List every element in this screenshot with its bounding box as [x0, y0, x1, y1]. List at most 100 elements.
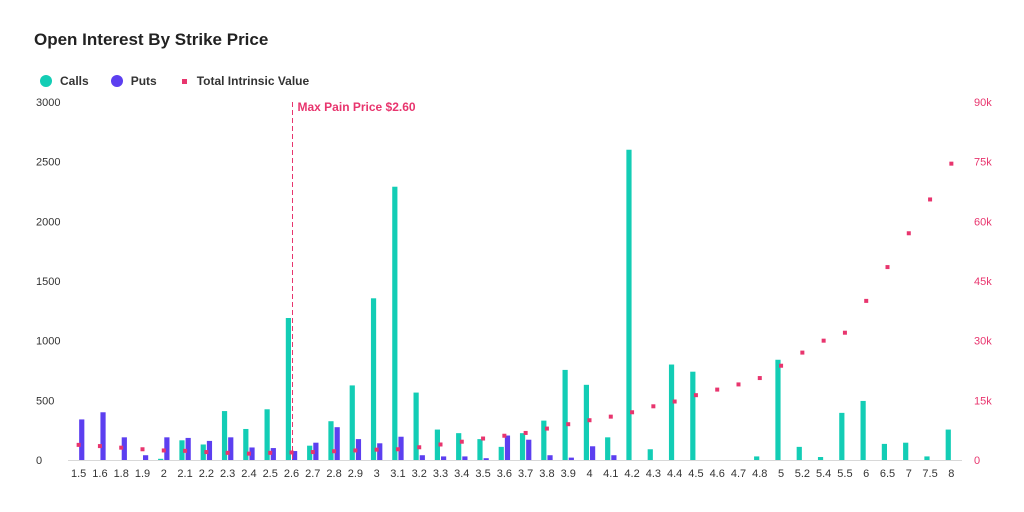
calls-bar — [881, 443, 887, 460]
intrinsic-value-point — [502, 433, 507, 438]
x-axis-tick-label: 2.5 — [263, 468, 278, 480]
calls-bar — [562, 369, 568, 460]
x-axis-tick-label: 1.5 — [71, 468, 86, 480]
legend-item-puts[interactable]: Puts — [110, 74, 157, 88]
calls-bar — [647, 449, 653, 460]
x-axis-tick-label: 6 — [863, 468, 869, 480]
x-axis-tick-label: 2.9 — [348, 468, 363, 480]
calls-bar — [860, 400, 866, 460]
chart-title: Open Interest By Strike Price — [34, 30, 269, 49]
calls-bar — [583, 384, 589, 460]
puts-bar — [398, 436, 404, 460]
intrinsic-value-point — [779, 363, 784, 368]
puts-bar — [228, 437, 234, 460]
intrinsic-value-point — [864, 298, 869, 303]
puts-bar — [292, 451, 298, 460]
intrinsic-value-point — [672, 399, 677, 404]
calls-bar — [370, 298, 377, 460]
x-axis-tick-label: 2 — [161, 468, 167, 480]
puts-bar — [419, 455, 425, 460]
x-axis-tick-label: 2.7 — [305, 468, 320, 480]
calls-bar — [626, 149, 632, 460]
calls-bar — [243, 428, 249, 460]
puts-bar — [206, 440, 213, 460]
legend-label-calls: Calls — [60, 74, 89, 88]
right-axis-tick-label: 30k — [974, 336, 992, 348]
left-axis-tick-label: 1500 — [36, 276, 60, 288]
calls-bar — [796, 446, 802, 460]
calls-bar — [605, 437, 611, 460]
calls-bar — [945, 429, 951, 460]
calls-bar — [179, 440, 185, 460]
puts-bar — [185, 437, 191, 460]
intrinsic-value-point — [821, 338, 826, 343]
x-axis-tick-label: 4.4 — [667, 468, 682, 480]
x-axis-tick-label: 3.4 — [454, 468, 469, 480]
x-axis-tick-label: 3.3 — [433, 468, 448, 480]
puts-bar — [462, 456, 468, 460]
intrinsic-value-point — [225, 450, 230, 455]
x-axis-tick-label: 1.9 — [135, 468, 150, 480]
intrinsic-value-point — [183, 448, 188, 453]
puts-bar — [143, 455, 149, 460]
x-axis-tick-label: 2.1 — [177, 468, 192, 480]
puts-bar — [79, 419, 85, 460]
intrinsic-value-point — [310, 450, 315, 455]
calls-bar — [903, 442, 909, 460]
calls-bar — [456, 433, 462, 460]
puts-bar — [355, 439, 362, 460]
x-axis-tick-label: 2.4 — [241, 468, 256, 480]
left-axis-tick-label: 500 — [36, 395, 54, 407]
puts-bar — [441, 456, 447, 460]
intrinsic-value-point — [76, 442, 81, 447]
calls-bar — [817, 457, 824, 460]
intrinsic-value-point — [459, 439, 464, 444]
intrinsic-value-point — [395, 447, 400, 452]
x-axis-tick-label: 5.4 — [816, 468, 831, 480]
legend-item-calls[interactable]: Calls — [40, 74, 89, 88]
legend-label-intrinsic: Total Intrinsic Value — [196, 74, 310, 88]
intrinsic-value-point — [140, 447, 145, 452]
intrinsic-value-point — [97, 444, 102, 449]
calls-bar — [498, 446, 504, 460]
puts-bar — [377, 443, 383, 460]
calls-bar — [924, 456, 930, 460]
x-axis-tick-label: 7.5 — [922, 468, 937, 480]
intrinsic-value-point — [736, 382, 741, 387]
calls-bar — [221, 411, 228, 460]
intrinsic-value-point — [800, 350, 805, 355]
calls-bar — [158, 458, 164, 460]
calls-bar — [690, 371, 696, 460]
right-axis-tick-label: 90k — [974, 97, 992, 109]
calls-bar — [477, 439, 483, 460]
intrinsic-value-point — [757, 376, 762, 381]
intrinsic-value-point — [204, 450, 209, 455]
puts-bar — [568, 457, 574, 460]
intrinsic-value-point — [353, 448, 358, 453]
puts-bar — [611, 455, 617, 460]
x-axis-tick-label: 2.2 — [199, 468, 214, 480]
puts-bar — [100, 412, 106, 460]
right-axis-tick-label: 45k — [974, 276, 992, 288]
intrinsic-value-point — [161, 448, 166, 453]
calls-bar — [434, 429, 440, 460]
intrinsic-value-point — [417, 445, 422, 450]
x-axis-tick-label: 4.1 — [603, 468, 618, 480]
puts-bar — [164, 437, 170, 460]
intrinsic-value-point — [587, 418, 592, 423]
legend-item-intrinsic[interactable]: Total Intrinsic Value — [179, 74, 309, 88]
puts-bar — [590, 446, 596, 460]
puts-bar — [526, 439, 532, 460]
x-axis-tick-label: 5.5 — [837, 468, 852, 480]
intrinsic-swatch-icon — [181, 78, 187, 84]
x-axis-tick-label: 7 — [906, 468, 912, 480]
intrinsic-value-point — [523, 430, 528, 435]
calls-bar — [413, 392, 419, 460]
calls-bar — [200, 444, 206, 460]
left-axis-tick-label: 2500 — [36, 157, 60, 169]
x-axis-tick-label: 5.2 — [795, 468, 810, 480]
intrinsic-value-point — [608, 414, 613, 419]
x-axis-tick-label: 4.6 — [710, 468, 725, 480]
calls-bar — [264, 409, 270, 460]
max-pain-label: Max Pain Price $2.60 — [298, 100, 416, 114]
